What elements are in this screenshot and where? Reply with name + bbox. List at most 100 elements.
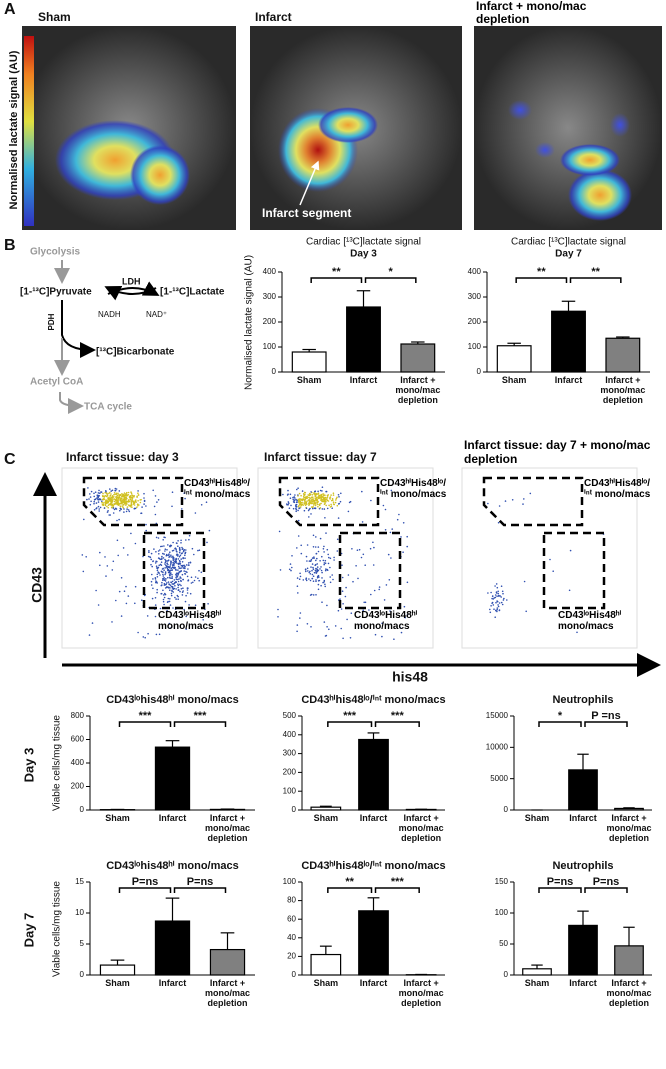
significance-label: ** [332,266,341,278]
gate [338,531,402,610]
event-dot [154,615,157,618]
event-dot [113,500,116,503]
event-dot [115,488,118,490]
event-dot [137,494,140,496]
event-dot [161,545,163,548]
event-dot [177,586,179,589]
event-dot [107,500,110,503]
event-dot [319,560,321,562]
event-dot [321,577,323,579]
event-dot [164,571,167,573]
event-dot [358,548,361,551]
x-tick-label-box: Sham [314,813,339,823]
significance-label: P =ns [591,710,620,722]
event-dot [339,500,342,503]
error-bar [577,753,589,770]
event-dot [125,496,127,499]
pathway-label: [1-¹³C]Lactate [160,287,225,298]
event-dot [130,502,132,504]
event-dot [98,508,100,510]
bar [568,769,598,811]
event-dot [325,500,327,503]
event-dot [298,492,301,495]
event-dot [158,564,160,567]
x-tick-label: Infarct + mono/mac depletion [204,978,250,1008]
event-dot [295,503,298,506]
event-dot [123,502,126,504]
event-dot [169,584,172,586]
event-dot [109,499,112,502]
x-tick-label: Sham [296,375,322,385]
event-dot [346,618,348,621]
error-bar [577,910,589,926]
event-dot [158,553,160,555]
event-dot [297,519,300,522]
y-tick-label: 5 [80,939,85,948]
event-dot [143,503,145,505]
event-dot [378,586,381,588]
event-dot [175,558,177,560]
event-dot [299,501,302,503]
event-dot [320,566,322,568]
x-tick-label: Infarct + mono/mac depletion [204,813,250,843]
gate-label: CD43ˡᵒHis48ʰⁱ mono/macs [558,610,622,632]
event-dot [162,552,164,555]
event-dot [159,574,161,576]
event-dot [306,623,309,625]
y-tick-label: 0 [292,805,297,814]
event-dot [349,637,352,639]
event-dot [313,557,315,559]
y-tick-label: 10 [75,908,84,917]
event-dot [301,503,304,506]
event-dot [170,581,172,583]
event-dot [378,588,381,591]
event-dot [506,599,508,601]
event-dot [171,589,173,592]
event-dot [126,508,128,510]
event-dot [149,556,151,558]
event-dot [164,587,167,589]
event-dot [187,562,190,564]
event-dot [336,550,339,552]
event-dot [307,494,310,496]
x-tick-label-box: Infarct + mono/mac depletion [600,375,645,405]
event-dot [125,494,127,496]
x-tick-label: Infarct + mono/mac depletion [398,813,444,843]
event-dot [360,556,363,559]
event-dot [161,555,163,558]
event-dot [177,583,179,585]
event-dot [296,547,298,549]
event-dot [314,497,317,499]
bar [99,964,136,976]
event-dot [138,504,140,506]
event-dot [310,506,313,508]
event-dot [340,492,342,495]
event-dot [206,541,208,544]
event-dot [198,579,200,582]
event-dot [167,566,170,568]
event-dot [172,556,174,558]
event-dot [336,496,338,499]
event-dot [175,569,177,571]
event-dot [328,628,330,631]
event-dot [157,537,160,539]
colorbar-label: Normalised lactate signal (AU) [8,50,20,209]
event-dot [185,628,187,630]
event-dot [170,594,173,597]
event-dot [496,586,499,589]
bar [154,920,191,976]
event-dot [323,562,326,564]
event-dot [286,503,288,505]
gate-label-box: CD43ˡᵒHis48ʰⁱ mono/macs [558,610,622,632]
event-dot [333,503,336,506]
event-dot [383,599,386,601]
significance-bracket [173,887,227,893]
event-dot [164,572,167,574]
event-dot [156,582,158,584]
event-dot [125,510,128,513]
event-dot [114,502,116,505]
event-dot [492,598,495,600]
event-dot [311,500,314,503]
event-dot [156,588,158,591]
event-dot [304,498,306,501]
